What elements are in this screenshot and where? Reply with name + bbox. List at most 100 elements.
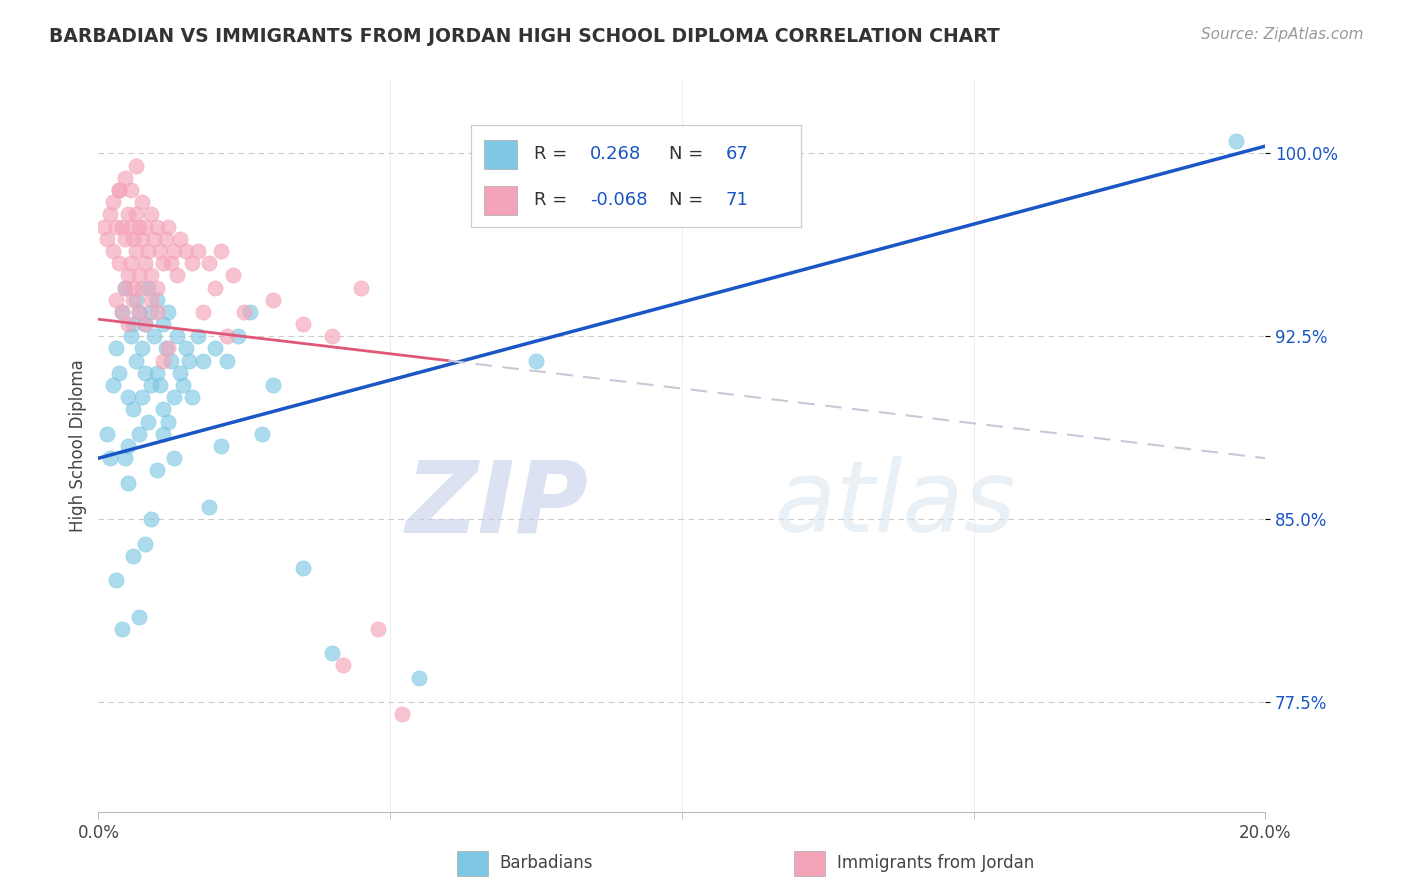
Point — [117, 317, 139, 331]
Point — [114, 451, 136, 466]
Text: R =: R = — [534, 191, 572, 209]
Point — [122, 280, 145, 294]
Point — [177, 353, 200, 368]
Text: 67: 67 — [725, 145, 748, 162]
Point — [193, 305, 215, 319]
Point — [152, 426, 174, 441]
Text: Immigrants from Jordan: Immigrants from Jordan — [837, 855, 1033, 872]
Point — [169, 232, 191, 246]
Point — [239, 305, 262, 319]
Point — [204, 342, 226, 356]
Point — [139, 512, 162, 526]
Point — [321, 329, 343, 343]
Point — [149, 244, 172, 258]
Point — [139, 305, 162, 319]
Point — [152, 353, 174, 368]
Point — [160, 256, 183, 270]
Point — [117, 207, 139, 221]
Point — [149, 378, 172, 392]
Point — [215, 329, 238, 343]
Point — [139, 207, 162, 221]
Text: 71: 71 — [725, 191, 748, 209]
Point — [128, 219, 150, 234]
Point — [101, 195, 124, 210]
Point — [125, 293, 148, 307]
Point — [108, 366, 131, 380]
Point — [131, 390, 153, 404]
Point — [131, 195, 153, 210]
Point — [114, 232, 136, 246]
Point — [96, 426, 118, 441]
Point — [111, 219, 134, 234]
Point — [139, 293, 162, 307]
Point — [111, 622, 134, 636]
Point — [136, 244, 159, 258]
Point — [174, 342, 197, 356]
Text: R =: R = — [534, 145, 572, 162]
Point — [128, 305, 150, 319]
Text: -0.068: -0.068 — [591, 191, 647, 209]
Point — [134, 317, 156, 331]
Point — [131, 280, 153, 294]
Point — [146, 366, 169, 380]
Point — [125, 207, 148, 221]
Point — [160, 353, 183, 368]
Point — [180, 390, 202, 404]
Point — [120, 183, 142, 197]
Point — [142, 232, 165, 246]
Point — [332, 658, 354, 673]
Point — [146, 280, 169, 294]
Point — [157, 305, 180, 319]
Point — [524, 353, 547, 368]
Point — [117, 268, 139, 283]
Point — [128, 268, 150, 283]
Point — [204, 280, 226, 294]
Point — [122, 317, 145, 331]
Point — [122, 402, 145, 417]
Point — [174, 244, 197, 258]
Point — [139, 378, 162, 392]
Point — [263, 293, 285, 307]
Point — [172, 378, 194, 392]
Point — [134, 317, 156, 331]
Point — [1225, 134, 1247, 148]
Point — [193, 353, 215, 368]
Point — [120, 219, 142, 234]
Point — [146, 463, 169, 477]
Point — [163, 244, 186, 258]
Point — [117, 390, 139, 404]
Point — [155, 232, 177, 246]
Point — [146, 305, 169, 319]
Point — [101, 378, 124, 392]
Point — [408, 671, 430, 685]
Text: N =: N = — [669, 191, 709, 209]
Point — [187, 244, 209, 258]
FancyBboxPatch shape — [484, 140, 517, 169]
Point — [228, 329, 250, 343]
Text: 0.268: 0.268 — [591, 145, 641, 162]
Point — [104, 219, 127, 234]
Point — [367, 622, 389, 636]
Point — [146, 219, 169, 234]
Point — [131, 342, 153, 356]
Point — [221, 268, 243, 283]
Text: ZIP: ZIP — [405, 456, 589, 553]
Point — [152, 402, 174, 417]
Point — [291, 561, 314, 575]
Point — [169, 366, 191, 380]
Point — [114, 280, 136, 294]
Point — [134, 536, 156, 550]
Point — [122, 232, 145, 246]
Point — [122, 293, 145, 307]
Y-axis label: High School Diploma: High School Diploma — [69, 359, 87, 533]
Point — [142, 329, 165, 343]
Point — [98, 207, 121, 221]
Point — [117, 439, 139, 453]
Point — [108, 256, 131, 270]
Point — [263, 378, 285, 392]
Point — [391, 707, 413, 722]
Point — [108, 183, 131, 197]
Point — [117, 475, 139, 490]
Point — [108, 183, 131, 197]
Point — [114, 280, 136, 294]
